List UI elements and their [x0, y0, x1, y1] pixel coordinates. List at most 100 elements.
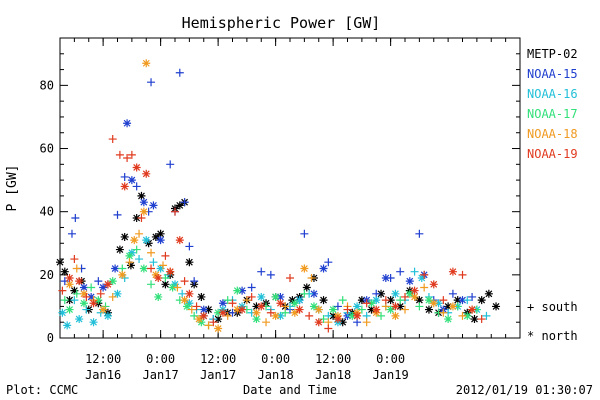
data-point-south: [247, 292, 256, 301]
data-point-north: [156, 264, 165, 273]
data-point-north: [142, 236, 151, 245]
data-point-north: [214, 324, 223, 333]
data-point-north: [139, 207, 148, 216]
data-point-south: [307, 274, 316, 282]
data-point-north: [125, 251, 134, 260]
data-point-north: [314, 318, 323, 327]
data-point-north: [386, 296, 395, 305]
data-point-north: [405, 289, 414, 298]
data-point-south: [266, 270, 275, 279]
marker-legend-south: + south: [527, 300, 578, 314]
data-point-north: [444, 302, 453, 311]
data-point-south: [125, 258, 134, 267]
data-point-south: [58, 286, 67, 295]
data-point-north: [214, 308, 223, 317]
y-tick-label: 60: [40, 142, 54, 156]
data-point-north: [448, 302, 457, 311]
data-point-north: [154, 274, 163, 282]
data-point-south: [178, 289, 187, 298]
data-point-south: [180, 277, 189, 286]
data-point-north: [295, 296, 304, 305]
data-point-south: [257, 267, 266, 276]
data-point-north: [290, 299, 299, 308]
data-point-north: [424, 296, 433, 305]
data-point-south: [439, 308, 448, 317]
data-point-south: [247, 283, 256, 292]
data-point-north: [405, 277, 414, 286]
data-point-south: [204, 321, 213, 330]
data-point-south: [286, 274, 294, 282]
data-point-south: [72, 289, 81, 298]
data-point-south: [262, 318, 271, 327]
legend-entry-noaa-17: NOAA-17: [527, 107, 578, 121]
data-point-north: [182, 302, 191, 311]
data-point-south: [108, 135, 117, 144]
data-point-north: [120, 232, 129, 241]
data-point-south: [94, 277, 103, 286]
data-point-north: [118, 270, 127, 279]
plot-area-frame: [59, 37, 521, 339]
series-noaa-17: [60, 245, 481, 330]
data-point-north: [75, 315, 84, 324]
data-point-south: [87, 283, 96, 292]
data-point-north: [127, 176, 136, 185]
data-point-south: [401, 305, 409, 314]
data-point-north: [252, 302, 261, 311]
data-point-south: [190, 277, 199, 286]
data-point-south: [161, 274, 170, 282]
data-point-north: [372, 305, 381, 314]
data-point-south: [72, 264, 81, 273]
series-noaa-15: [60, 68, 477, 327]
data-point-north: [65, 274, 74, 282]
data-point-north: [56, 258, 64, 267]
data-point-north: [132, 163, 141, 172]
data-point-north: [111, 264, 120, 273]
data-point-north: [113, 289, 122, 298]
data-point-north: [396, 302, 405, 311]
chart-title: Hemispheric Power [GW]: [182, 14, 381, 32]
data-point-north: [276, 292, 285, 301]
data-point-north: [353, 311, 362, 320]
data-point-north: [357, 296, 366, 305]
data-point-south: [147, 78, 156, 87]
data-point-north: [252, 315, 261, 324]
footer-plot-credit: Plot: CCMC: [6, 383, 78, 397]
data-point-north: [367, 305, 376, 314]
legend-entry-metp-02: METP-02: [527, 47, 578, 61]
data-point-north: [468, 305, 477, 314]
data-point-north: [99, 305, 108, 314]
data-point-north: [199, 311, 208, 320]
y-tick-label: 80: [40, 78, 54, 92]
data-point-north: [319, 296, 328, 305]
legend-entry-noaa-19: NOAA-19: [527, 147, 578, 161]
data-point-north: [70, 286, 79, 295]
data-point-north: [290, 308, 299, 317]
data-point-south: [415, 302, 424, 311]
data-point-south: [190, 311, 199, 320]
data-point-north: [103, 280, 112, 289]
data-point-south: [468, 292, 477, 301]
data-point-north: [333, 315, 342, 324]
data-point-north: [309, 302, 318, 311]
data-point-south: [120, 172, 129, 181]
data-point-south: [319, 315, 328, 324]
data-point-north: [204, 305, 213, 314]
data-point-north: [166, 267, 175, 276]
data-point-north: [470, 315, 479, 324]
data-point-south: [281, 302, 290, 311]
marker-legend-symbol: *: [527, 329, 534, 343]
data-point-north: [142, 59, 151, 68]
data-point-north: [154, 292, 163, 301]
data-point-north: [429, 280, 438, 289]
data-point-south: [67, 229, 76, 238]
data-point-north: [391, 311, 400, 320]
data-point-north: [79, 283, 88, 292]
data-point-north: [130, 236, 139, 245]
data-point-north: [257, 292, 266, 301]
data-point-north: [149, 201, 158, 210]
data-point-north: [194, 315, 203, 324]
data-point-south: [242, 296, 251, 305]
data-point-south: [482, 311, 491, 320]
data-point-north: [175, 201, 184, 210]
